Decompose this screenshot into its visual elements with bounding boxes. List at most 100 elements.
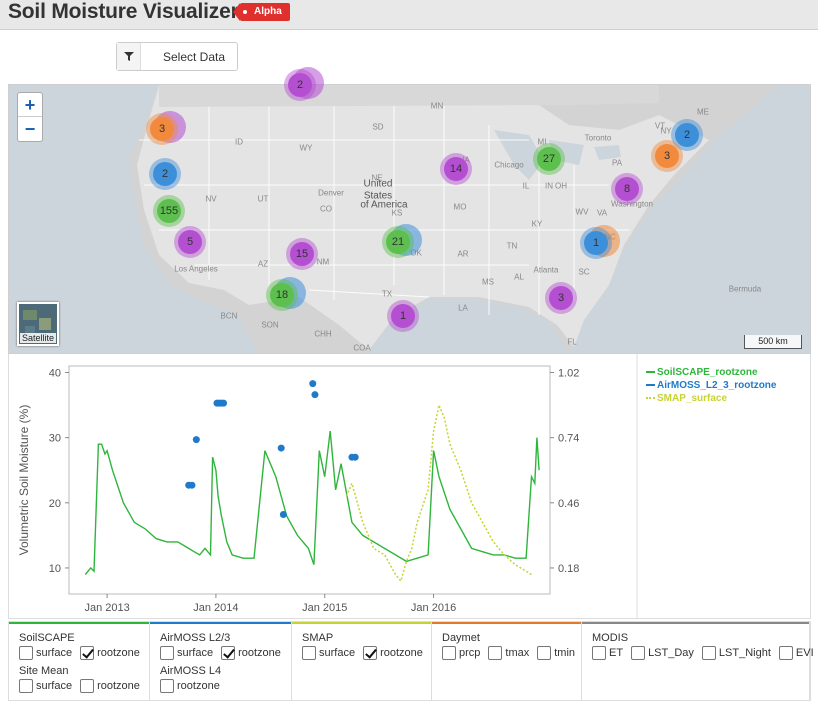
- map-cluster-marker[interactable]: 21: [382, 224, 422, 258]
- checkbox-label: surface: [36, 647, 73, 659]
- checkbox-label: EVI: [795, 647, 814, 659]
- legend-item-airmoss[interactable]: AirMOSS_L2_3_rootzone: [646, 379, 776, 392]
- cluster-count: 1: [391, 304, 415, 328]
- checkbox-row: surface rootzone: [160, 646, 291, 662]
- map-cluster-marker[interactable]: 8: [611, 173, 643, 205]
- filter-icon: [117, 43, 141, 70]
- legend-item-soilscape[interactable]: SoilSCAPE_rootzone: [646, 366, 776, 379]
- control-group-airmoss-l2-3: AirMOSS L2/3 surface rootzone AirMOSS L4 roo…: [150, 622, 292, 700]
- map-cluster-marker[interactable]: 2: [149, 158, 181, 190]
- airmoss-data-point: [311, 391, 319, 399]
- checkbox-row: surface rootzone: [19, 646, 149, 662]
- checkbox-label: prcp: [459, 647, 481, 659]
- cluster-count: 21: [386, 230, 410, 254]
- smap-series-line: [345, 402, 532, 583]
- control-group-title: AirMOSS L2/3: [160, 632, 231, 644]
- zoom-out-button[interactable]: −: [24, 119, 36, 139]
- rootzone-checkbox[interactable]: [160, 679, 174, 693]
- rootzone-checkbox[interactable]: [80, 646, 95, 660]
- app-title: Soil Moisture Visualizer: [8, 0, 239, 23]
- cluster-count: 3: [549, 286, 573, 310]
- x-tick-label: Jan 2014: [193, 602, 238, 614]
- checkbox-label: surface: [36, 680, 73, 692]
- rootzone-checkbox[interactable]: [80, 679, 95, 693]
- cluster-count: 27: [537, 147, 561, 171]
- cluster-count: 5: [178, 230, 202, 254]
- chart-legend: SoilSCAPE_rootzone AirMOSS_L2_3_rootzone…: [646, 366, 776, 405]
- checkbox-label: surface: [177, 647, 214, 659]
- control-group-daymet: Daymet prcp tmax tmin: [432, 622, 582, 700]
- surface-checkbox[interactable]: [302, 646, 316, 660]
- y2-tick-label: 0.74: [558, 433, 579, 445]
- map-cluster-marker[interactable]: 14: [440, 153, 472, 185]
- chart-panel: 10 20 30 40 0.18 0.46 0.74 1.02 Jan 2013 Jan 2014…: [8, 354, 811, 619]
- rootzone-checkbox[interactable]: [363, 646, 378, 660]
- checkbox-label: LST_Day: [648, 647, 694, 659]
- y-tick-label: 40: [49, 368, 61, 380]
- x-tick-label: Jan 2015: [302, 602, 347, 614]
- x-tick-label: Jan 2016: [411, 602, 456, 614]
- airmoss-data-point: [351, 453, 359, 461]
- satellite-layer-button[interactable]: Satellite: [17, 302, 59, 346]
- control-group-title: AirMOSS L4: [160, 665, 222, 677]
- dataset-controls: SoilSCAPE surface rootzone Site Mean surface…: [8, 621, 814, 701]
- map-cluster-marker[interactable]: 1: [387, 300, 419, 332]
- map-cluster-marker[interactable]: 3: [545, 282, 577, 314]
- control-group-modis: MODIS ET LST_Day LST_Night EVI: [582, 622, 814, 700]
- map-cluster-marker[interactable]: 3: [146, 111, 186, 145]
- et-checkbox[interactable]: [592, 646, 606, 660]
- surface-checkbox[interactable]: [19, 646, 33, 660]
- checkbox-row: surface rootzone: [19, 679, 149, 695]
- checkbox-label: tmin: [554, 647, 576, 659]
- soilscape-series-line: [84, 431, 540, 575]
- map-cluster-marker[interactable]: 3: [651, 140, 683, 172]
- y-tick-label: 20: [49, 498, 61, 510]
- alpha-badge: Alpha: [233, 3, 290, 21]
- checkbox-label: rootzone: [238, 647, 281, 659]
- surface-checkbox[interactable]: [160, 646, 174, 660]
- cluster-count: 3: [655, 144, 679, 168]
- zoom-in-button[interactable]: +: [18, 93, 42, 117]
- map-cluster-marker[interactable]: 18: [266, 277, 306, 311]
- rootzone-checkbox[interactable]: [221, 646, 236, 660]
- checkbox-label: rootzone: [380, 647, 423, 659]
- soil-moisture-chart: 10 20 30 40 0.18 0.46 0.74 1.02 Jan 2013 Jan 2014…: [17, 354, 638, 619]
- plot-frame: [68, 365, 551, 595]
- evi-checkbox[interactable]: [778, 646, 793, 660]
- cluster-count: 155: [157, 199, 181, 223]
- zoom-control: + −: [17, 92, 43, 142]
- map-cluster-marker[interactable]: 155: [153, 195, 185, 227]
- map-scale: 500 km: [744, 335, 802, 349]
- tmax-checkbox[interactable]: [488, 646, 503, 660]
- cluster-count: 2: [675, 123, 699, 147]
- control-group-title: SMAP: [302, 632, 334, 644]
- lst-night-checkbox[interactable]: [701, 646, 716, 660]
- y-axis-label: Volumetric Soil Moisture (%): [17, 405, 31, 556]
- map-cluster-marker[interactable]: 2: [671, 119, 703, 151]
- cluster-count: 8: [615, 177, 639, 201]
- map-cluster-marker[interactable]: 27: [533, 143, 565, 175]
- control-group-title: SoilSCAPE: [19, 632, 75, 644]
- y2-tick-label: 1.02: [558, 368, 579, 380]
- surface-checkbox[interactable]: [19, 679, 33, 693]
- checkbox-label: tmax: [505, 647, 530, 659]
- checkbox-row: prcp tmax tmin: [442, 646, 581, 662]
- cluster-count: 3: [150, 117, 174, 141]
- map-cluster-marker[interactable]: 15: [286, 238, 318, 270]
- prcp-checkbox[interactable]: [442, 646, 456, 660]
- y-tick-label: 30: [49, 433, 61, 445]
- legend-item-smap[interactable]: SMAP_surface: [646, 392, 776, 405]
- airmoss-data-point: [279, 511, 287, 519]
- checkbox-label: ET: [609, 647, 624, 659]
- airmoss-data-point: [188, 481, 196, 489]
- map-cluster-marker[interactable]: 2: [284, 67, 324, 101]
- map-cluster-marker[interactable]: 1: [580, 225, 620, 259]
- cluster-count: 2: [153, 162, 177, 186]
- lst-day-checkbox[interactable]: [631, 646, 646, 660]
- map-cluster-marker[interactable]: 5: [174, 226, 206, 258]
- tmin-checkbox[interactable]: [537, 646, 552, 660]
- control-group-title: Daymet: [442, 632, 480, 644]
- control-group-title: Site Mean: [19, 665, 69, 677]
- select-data-button[interactable]: Select Data: [116, 42, 238, 71]
